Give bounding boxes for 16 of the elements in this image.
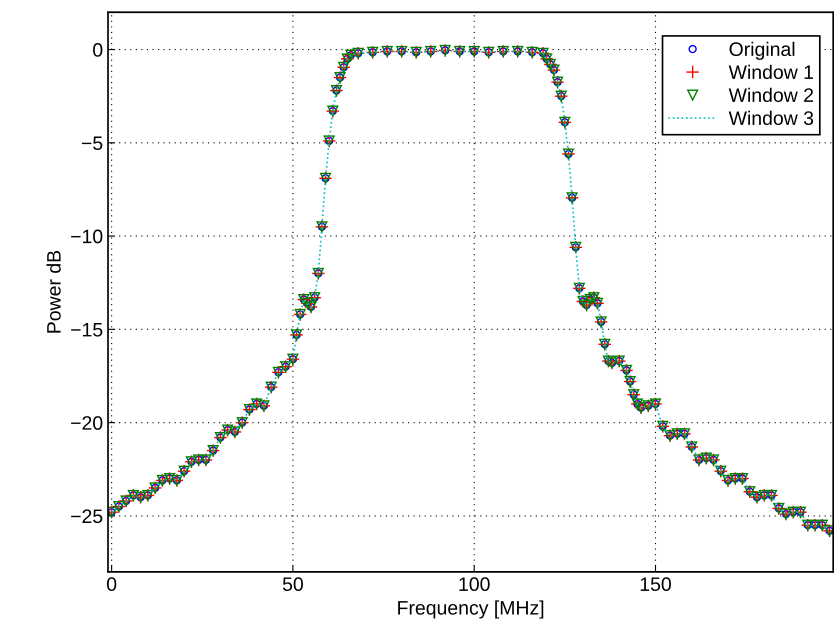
- y-tick-label: −25: [71, 509, 102, 524]
- x-tick-label: 100: [459, 577, 490, 592]
- legend-label: Original: [730, 42, 794, 60]
- legend-label: Window 2: [728, 88, 814, 102]
- x-tick-label: 150: [640, 577, 671, 592]
- y-tick-label: −20: [71, 416, 102, 430]
- y-tick-label: −5: [82, 136, 102, 150]
- x-tick-label: 0: [106, 577, 116, 592]
- y-tick-label: −15: [71, 323, 102, 337]
- y-axis-title: Power dB: [46, 250, 61, 333]
- y-tick-label: −10: [71, 230, 102, 244]
- legend-label: Window 3: [728, 110, 814, 126]
- x-axis-title: Frequency [MHz]: [398, 600, 544, 619]
- x-tick-label: 50: [282, 577, 303, 592]
- legend-label: Window 1: [728, 64, 814, 80]
- y-tick-label: 0: [93, 43, 102, 57]
